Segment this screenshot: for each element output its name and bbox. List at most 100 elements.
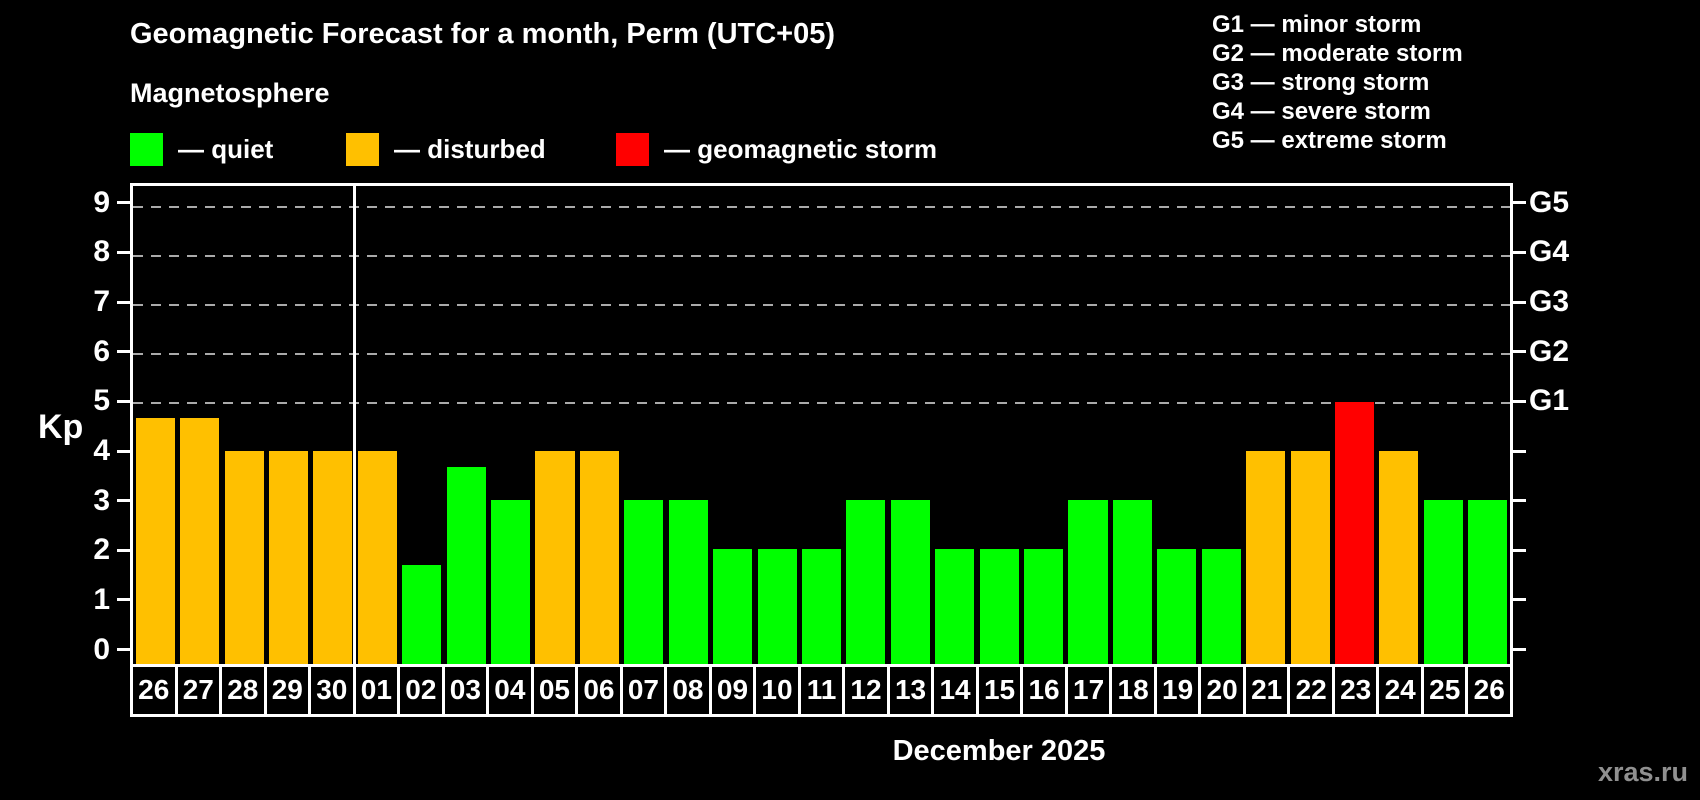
kp-bar-day-06 [579, 450, 619, 664]
month-boundary-line [353, 186, 357, 664]
storm-scale-line-g2: G2 — moderate storm [1212, 40, 1463, 67]
right-axis-label-G2: G2 [1529, 334, 1570, 368]
chart-subtitle: Magnetosphere [130, 78, 330, 108]
kp-bar-day-14 [935, 548, 975, 664]
legend-label-disturbed: — disturbed [394, 134, 546, 164]
gridline-kp-9 [133, 205, 1510, 208]
kp-bar-day-04 [491, 499, 531, 664]
right-tick-1 [1513, 598, 1526, 602]
watermark: xras.ru [1597, 757, 1688, 787]
left-tick-1 [117, 598, 130, 602]
day-label-25: 25 [1424, 667, 1469, 714]
kp-bar-day-27 [180, 417, 220, 664]
right-tick-5 [1513, 399, 1526, 403]
day-label-24: 24 [1379, 667, 1424, 714]
right-tick-0 [1513, 648, 1526, 652]
kp-bar-day-21 [1246, 450, 1286, 664]
kp-bar-day-13 [890, 499, 930, 664]
kp-bar-day-05 [535, 450, 575, 664]
day-label-09: 09 [712, 667, 757, 714]
day-label-22: 22 [1290, 667, 1335, 714]
plot-area [130, 183, 1513, 667]
y-axis-label: Kp [38, 408, 84, 446]
y-tick-label-9: 9 [93, 185, 110, 219]
legend-item-disturbed: — disturbed [346, 133, 546, 166]
storm-scale-line-g4: G4 — severe storm [1212, 98, 1431, 125]
y-tick-label-4: 4 [93, 434, 110, 468]
kp-bar-day-16 [1024, 548, 1064, 664]
legend-label-storm: — geomagnetic storm [664, 134, 938, 164]
legend-label-quiet: — quiet [178, 134, 274, 164]
chart-title: Geomagnetic Forecast for a month, Perm (… [130, 18, 836, 50]
kp-bar-day-30 [313, 450, 353, 664]
left-tick-2 [117, 548, 130, 552]
storm-scale-line-g3: G3 — strong storm [1212, 69, 1430, 96]
day-label-11: 11 [801, 667, 846, 714]
kp-status-legend: — quiet — disturbed — geomagnetic storm [130, 133, 1030, 169]
day-label-01: 01 [356, 667, 401, 714]
kp-bar-day-22 [1290, 450, 1330, 664]
day-label-07: 07 [623, 667, 668, 714]
kp-bar-day-26 [1468, 499, 1508, 664]
gridline-kp-6 [133, 352, 1510, 355]
kp-bar-day-03 [446, 466, 486, 664]
y-tick-label-7: 7 [93, 285, 110, 319]
left-tick-9 [117, 201, 130, 205]
right-tick-6 [1513, 350, 1526, 354]
y-tick-label-2: 2 [93, 533, 110, 567]
day-label-04: 04 [489, 667, 534, 714]
day-label-26: 26 [1468, 667, 1513, 714]
kp-bar-day-28 [224, 450, 264, 664]
gridline-kp-8 [133, 254, 1510, 257]
kp-bar-day-25 [1423, 499, 1463, 664]
day-label-08: 08 [667, 667, 712, 714]
disturbed-swatch-icon [346, 133, 379, 166]
storm-scale-legend: G1 — minor storm G2 — moderate storm G3 — … [1212, 10, 1463, 155]
y-tick-label-8: 8 [93, 235, 110, 269]
kp-bar-day-07 [624, 499, 664, 664]
x-axis-day-row: 26 27 28 29 30 01 02 03 04 05 06 07 08 09 10 11 12 13 14 15… [130, 667, 1513, 717]
right-axis-label-G5: G5 [1529, 185, 1570, 219]
day-label-17: 17 [1068, 667, 1113, 714]
day-label-21: 21 [1246, 667, 1291, 714]
day-label-23: 23 [1335, 667, 1380, 714]
left-tick-7 [117, 300, 130, 304]
kp-bar-day-19 [1157, 548, 1197, 664]
storm-scale-line-g1: G1 — minor storm [1212, 11, 1422, 38]
left-tick-6 [117, 350, 130, 354]
gridline-kp-7 [133, 303, 1510, 306]
day-label-16: 16 [1023, 667, 1068, 714]
kp-bar-day-17 [1068, 499, 1108, 664]
right-axis-label-G1: G1 [1529, 384, 1570, 418]
right-tick-9 [1513, 201, 1526, 205]
kp-bar-day-12 [846, 499, 886, 664]
day-label-13: 13 [890, 667, 935, 714]
x-axis-month-label: December 2025 [892, 735, 1106, 767]
storm-swatch-icon [616, 133, 649, 166]
y-tick-label-5: 5 [93, 384, 110, 418]
day-label-19: 19 [1157, 667, 1202, 714]
y-tick-label-1: 1 [93, 582, 110, 616]
right-tick-2 [1513, 548, 1526, 552]
right-axis-label-G4: G4 [1529, 235, 1570, 269]
quiet-swatch-icon [130, 133, 163, 166]
day-label-10: 10 [756, 667, 801, 714]
y-tick-label-3: 3 [93, 483, 110, 517]
y-tick-label-0: 0 [93, 632, 110, 666]
right-axis-label-G3: G3 [1529, 285, 1570, 319]
day-label-14: 14 [934, 667, 979, 714]
day-label-26: 26 [133, 667, 178, 714]
kp-bar-day-11 [801, 548, 842, 664]
left-tick-8 [117, 250, 130, 254]
day-label-06: 06 [578, 667, 623, 714]
day-label-20: 20 [1201, 667, 1246, 714]
day-label-03: 03 [445, 667, 490, 714]
day-label-18: 18 [1112, 667, 1157, 714]
left-tick-5 [117, 399, 130, 403]
legend-item-quiet: — quiet [130, 133, 273, 166]
gridline-kp-5 [133, 401, 1510, 404]
right-tick-8 [1513, 250, 1526, 254]
kp-bar-day-01 [357, 450, 397, 664]
day-label-29: 29 [267, 667, 312, 714]
